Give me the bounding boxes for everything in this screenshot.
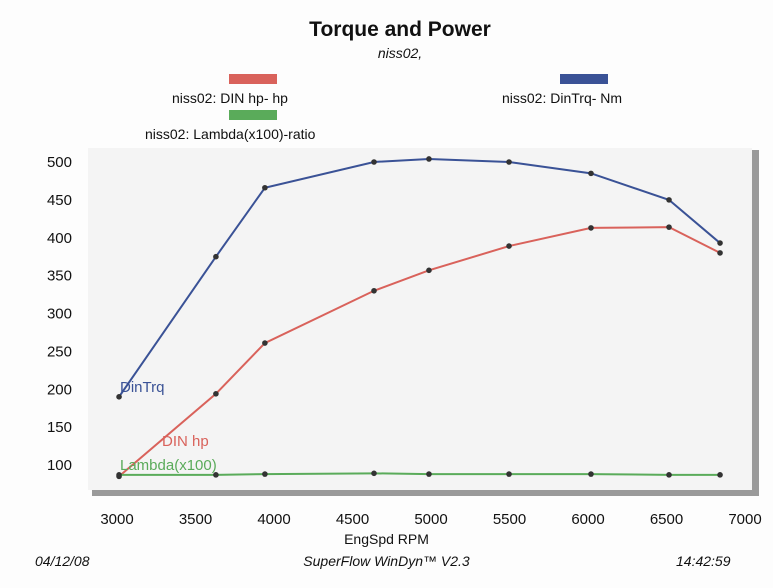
legend-swatch-power <box>229 74 277 84</box>
legend-label-power: niss02: DIN hp- hp <box>172 90 288 106</box>
data-point <box>717 472 723 478</box>
x-tick-label: 6500 <box>650 511 683 528</box>
x-axis-label: EngSpd RPM <box>344 531 429 547</box>
data-point <box>262 471 268 477</box>
data-point <box>262 340 268 346</box>
chart-subtitle: niss02, <box>377 45 423 61</box>
plot-background <box>88 148 752 490</box>
y-tick-label: 500 <box>47 154 72 171</box>
legend-label-torque: niss02: DinTrq- Nm <box>502 90 623 106</box>
x-tick-label: 4000 <box>257 511 290 528</box>
data-point <box>666 224 672 230</box>
data-point <box>371 470 377 477</box>
legend-swatch-lambda <box>229 110 277 120</box>
series-inline-label: DIN hp <box>162 433 209 450</box>
legend-swatch-torque <box>560 74 608 84</box>
data-point <box>116 394 122 400</box>
x-tick-label: 5000 <box>414 511 447 528</box>
data-point <box>506 243 512 249</box>
y-tick-label: 150 <box>47 419 72 436</box>
data-point <box>371 287 377 294</box>
data-point <box>666 472 672 478</box>
x-tick-label: 4500 <box>336 511 369 528</box>
data-point <box>666 197 672 203</box>
y-tick-label: 200 <box>47 381 72 398</box>
data-point <box>588 170 594 177</box>
y-tick-label: 450 <box>47 192 72 209</box>
x-tick-label: 7000 <box>728 511 761 528</box>
x-tick-label: 5500 <box>493 511 526 528</box>
data-point <box>588 471 594 477</box>
legend-label-lambda: niss02: Lambda(x100)-ratio <box>145 126 316 142</box>
data-point <box>371 159 377 165</box>
data-point <box>262 184 268 191</box>
data-point <box>506 159 512 165</box>
x-tick-label: 6000 <box>571 511 604 528</box>
data-point <box>426 156 432 162</box>
data-point <box>717 240 723 246</box>
plot-shadow-right <box>752 150 759 496</box>
data-point <box>213 472 219 478</box>
data-point <box>426 471 432 477</box>
y-tick-label: 100 <box>47 457 72 474</box>
x-tick-label: 3000 <box>100 511 133 528</box>
x-tick-label: 3500 <box>179 511 212 528</box>
data-point <box>506 471 512 477</box>
data-point <box>116 472 122 478</box>
data-point <box>588 225 594 231</box>
data-point <box>426 267 432 274</box>
data-point <box>213 253 219 260</box>
series-inline-label: Lambda(x100) <box>120 457 217 474</box>
footer-time: 14:42:59 <box>676 553 731 569</box>
series-inline-label: DinTrq <box>120 379 164 396</box>
chart-title: Torque and Power <box>309 18 491 41</box>
data-point <box>717 250 723 256</box>
y-tick-label: 400 <box>47 230 72 247</box>
footer-date: 04/12/08 <box>35 553 90 569</box>
plot-shadow-bottom <box>92 490 759 496</box>
y-tick-label: 350 <box>47 268 72 285</box>
footer-software: SuperFlow WinDyn™ V2.3 <box>303 553 470 569</box>
data-point <box>213 390 219 397</box>
y-tick-label: 300 <box>47 306 72 323</box>
y-tick-label: 250 <box>47 343 72 360</box>
